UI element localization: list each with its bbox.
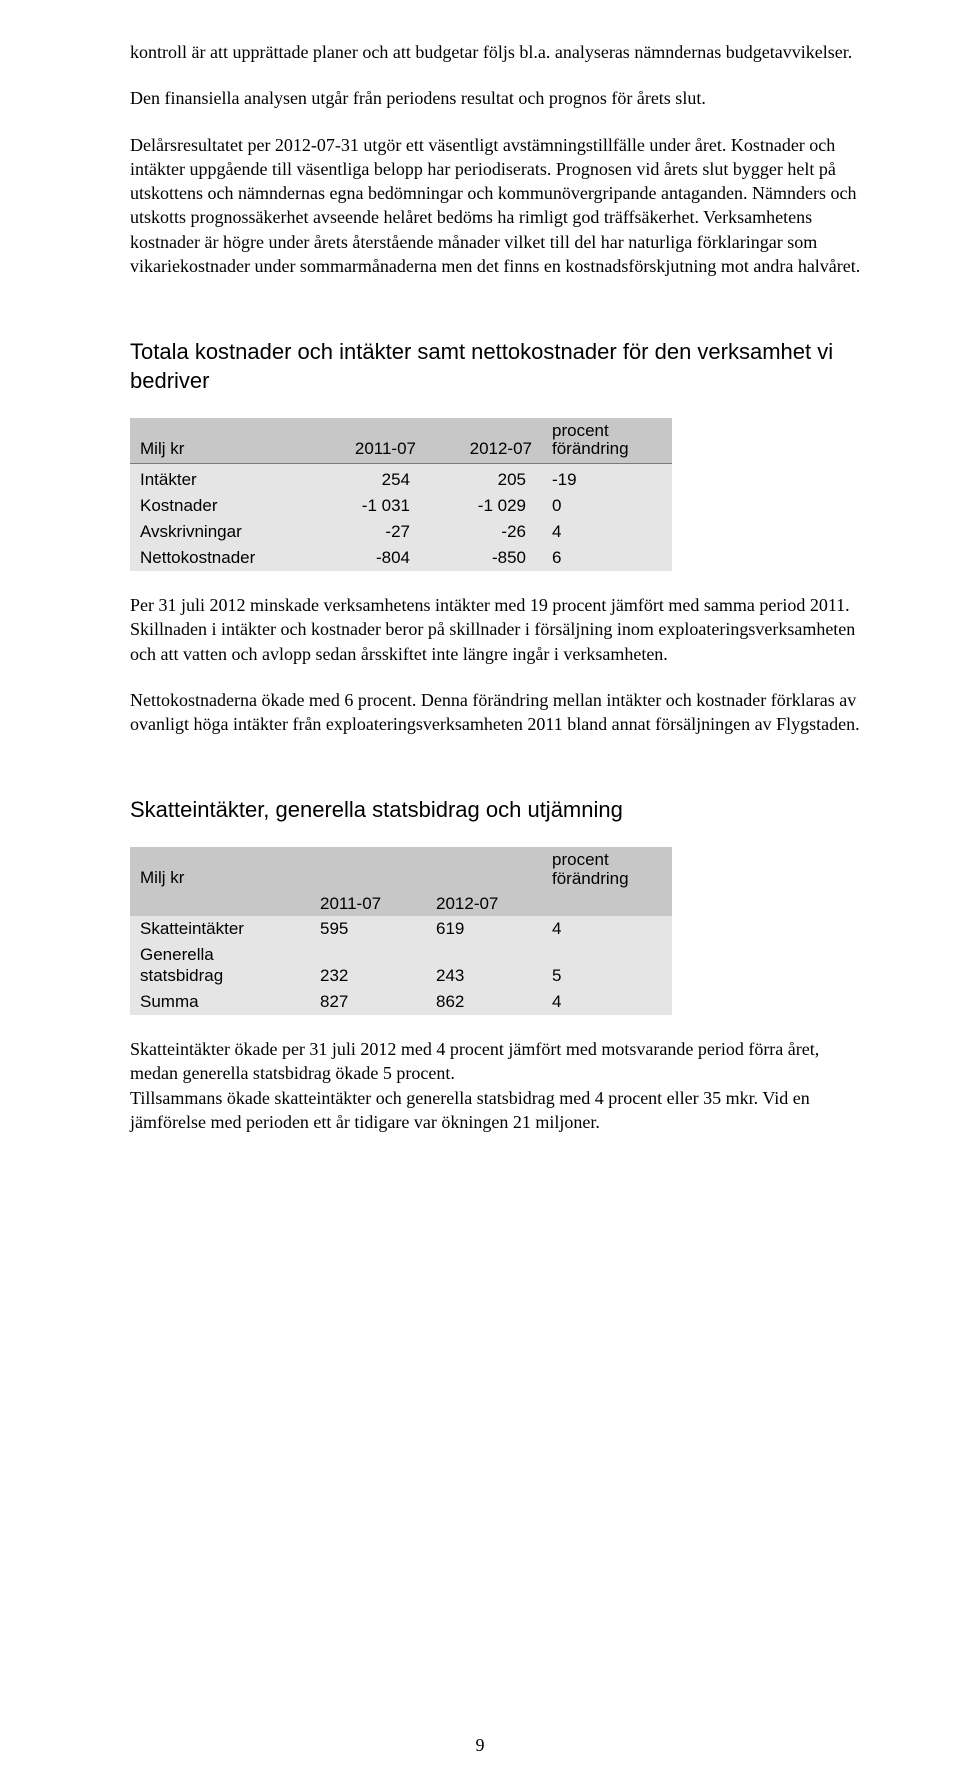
paragraph-6: Skatteintäkter ökade per 31 juli 2012 me… (130, 1037, 870, 1086)
table1-cell: -26 (426, 519, 542, 545)
table2-col-header: Milj kr (130, 847, 310, 892)
table1-col-header: procentförändring (542, 418, 672, 464)
table-row: Intäkter 254 205 -19 (130, 467, 672, 493)
table1-cell: Kostnader (130, 493, 310, 519)
table2-cell: 862 (426, 989, 542, 1015)
table2-subheader (542, 892, 672, 916)
table1-cell: 205 (426, 467, 542, 493)
table1-cell: 6 (542, 545, 672, 571)
paragraph-5: Nettokostnaderna ökade med 6 procent. De… (130, 688, 870, 737)
table2-cell: 232 (310, 942, 426, 989)
table2-col-header: procentförändring (542, 847, 672, 892)
table2-cell: 243 (426, 942, 542, 989)
table1-col-header: 2011-07 (310, 418, 426, 464)
table1-cell: -19 (542, 467, 672, 493)
table1-cell: -27 (310, 519, 426, 545)
table-row: Kostnader -1 031 -1 029 0 (130, 493, 672, 519)
table-kostnader-intakter: Milj kr 2011-07 2012-07 procentförändrin… (130, 418, 672, 571)
paragraph-3: Delårsresultatet per 2012-07-31 utgör et… (130, 133, 870, 279)
table1-cell: 0 (542, 493, 672, 519)
table2-subheader: 2012-07 (426, 892, 542, 916)
table2-cell: Summa (130, 989, 310, 1015)
table2-cell: Generellastatsbidrag (130, 942, 310, 989)
table-row: Avskrivningar -27 -26 4 (130, 519, 672, 545)
section-heading-skatteintakter: Skatteintäkter, generella statsbidrag oc… (130, 796, 870, 825)
table-row: Generellastatsbidrag 232 243 5 (130, 942, 672, 989)
table2-cell: 595 (310, 916, 426, 942)
table2-cell: 619 (426, 916, 542, 942)
table2-subheader (130, 892, 310, 916)
paragraph-1: kontroll är att upprättade planer och at… (130, 40, 870, 64)
table-row: Nettokostnader -804 -850 6 (130, 545, 672, 571)
table2-col-header (426, 847, 542, 892)
table1-cell: -1 029 (426, 493, 542, 519)
table-row: Summa 827 862 4 (130, 989, 672, 1015)
table1-cell: Avskrivningar (130, 519, 310, 545)
table1-cell: -1 031 (310, 493, 426, 519)
table2-cell: 4 (542, 989, 672, 1015)
table1-cell: -804 (310, 545, 426, 571)
table1-cell: Intäkter (130, 467, 310, 493)
page-number: 9 (0, 1735, 960, 1756)
table1-col-header: 2012-07 (426, 418, 542, 464)
paragraph-7: Tillsammans ökade skatteintäkter och gen… (130, 1086, 870, 1135)
section-heading-totala: Totala kostnader och intäkter samt netto… (130, 338, 870, 395)
table1-cell: -850 (426, 545, 542, 571)
table2-cell: 4 (542, 916, 672, 942)
table1-cell: Nettokostnader (130, 545, 310, 571)
table-skatteintakter: Milj kr procentförändring 2011-07 2012-0… (130, 847, 672, 1015)
paragraph-4: Per 31 juli 2012 minskade verksamhetens … (130, 593, 870, 666)
table2-col-header (310, 847, 426, 892)
table2-subheader: 2011-07 (310, 892, 426, 916)
table2-cell: Skatteintäkter (130, 916, 310, 942)
table1-col-header: Milj kr (130, 418, 310, 464)
table-row: Skatteintäkter 595 619 4 (130, 916, 672, 942)
paragraph-2: Den finansiella analysen utgår från peri… (130, 86, 870, 110)
table2-cell: 5 (542, 942, 672, 989)
table1-cell: 254 (310, 467, 426, 493)
table2-cell: 827 (310, 989, 426, 1015)
table1-cell: 4 (542, 519, 672, 545)
